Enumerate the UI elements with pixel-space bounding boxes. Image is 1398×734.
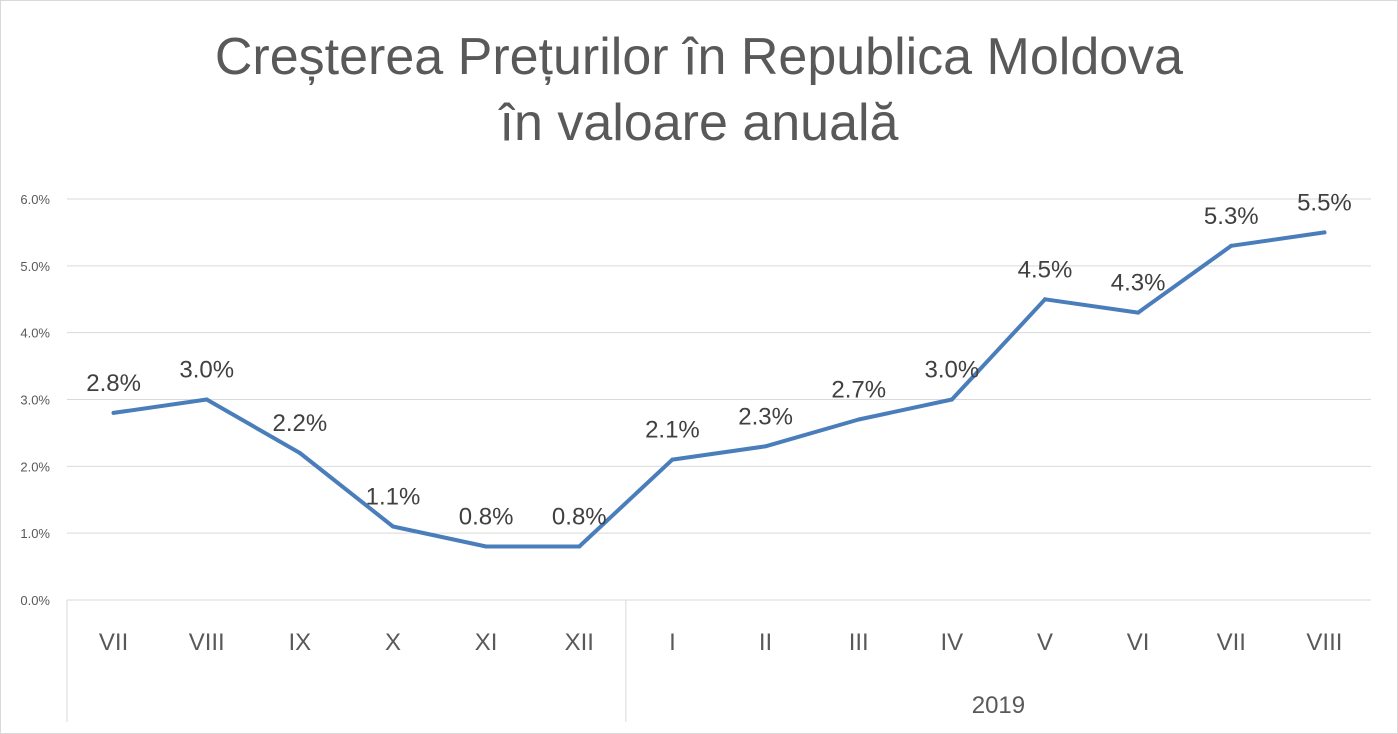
y-axis-ticks: 0.0% 1.0% 2.0% 3.0% 4.0% 5.0% 6.0% xyxy=(20,192,50,608)
data-label: 2.8% xyxy=(86,370,141,397)
data-point xyxy=(1322,230,1327,235)
x-tick-label: III xyxy=(849,629,869,656)
x-tick-label: VII xyxy=(99,629,128,656)
data-point xyxy=(949,397,954,402)
y-tick-label: 1.0% xyxy=(20,526,50,541)
data-label: 4.3% xyxy=(1111,270,1166,297)
x-tick-label: IX xyxy=(289,629,312,656)
data-point xyxy=(297,450,302,455)
x-tick-label: VIII xyxy=(1306,629,1342,656)
data-label: 3.0% xyxy=(925,357,980,384)
data-label: 2.1% xyxy=(645,417,700,444)
data-point xyxy=(111,410,116,415)
data-point xyxy=(763,444,768,449)
chart-title: Creșterea Prețurilor în Republica Moldov… xyxy=(0,24,1398,156)
data-point xyxy=(204,397,209,402)
series-line-path xyxy=(111,230,1327,549)
data-label: 5.3% xyxy=(1204,203,1259,230)
x-tick-label: XI xyxy=(475,629,498,656)
y-tick-label: 0.0% xyxy=(20,593,50,608)
y-tick-label: 4.0% xyxy=(20,326,50,341)
data-point xyxy=(1136,310,1141,315)
x-tick-label: VI xyxy=(1127,629,1150,656)
x-tick-label: II xyxy=(759,629,772,656)
x-tick-label: VII xyxy=(1217,629,1246,656)
y-tick-label: 5.0% xyxy=(20,259,50,274)
data-label: 2.7% xyxy=(831,377,886,404)
data-point xyxy=(670,457,675,462)
x-tick-label: VIII xyxy=(189,629,225,656)
data-label: 3.0% xyxy=(179,357,234,384)
x-tick-label: XII xyxy=(565,629,594,656)
x-tick-label: I xyxy=(669,629,676,656)
data-point xyxy=(484,544,489,549)
chart-title-line-2: în valoare anuală xyxy=(499,94,899,152)
data-label: 5.5% xyxy=(1297,189,1352,216)
x-group-label: 2019 xyxy=(972,692,1025,719)
data-label: 0.8% xyxy=(552,504,607,531)
x-tick-label: IV xyxy=(941,629,964,656)
data-label: 0.8% xyxy=(459,504,514,531)
data-label: 1.1% xyxy=(366,483,421,510)
y-tick-label: 6.0% xyxy=(20,192,50,207)
data-point xyxy=(391,524,395,529)
data-label: 2.3% xyxy=(738,403,793,430)
series-line xyxy=(111,230,1327,549)
data-label: 4.5% xyxy=(1018,256,1073,283)
x-tick-label: V xyxy=(1037,629,1053,656)
data-point xyxy=(577,544,582,549)
data-point xyxy=(1043,297,1047,302)
data-label: 2.2% xyxy=(273,410,328,437)
y-tick-label: 3.0% xyxy=(20,393,50,408)
x-tick-label: X xyxy=(385,629,401,656)
data-point xyxy=(1229,243,1234,248)
chart-title-line-1: Creșterea Prețurilor în Republica Moldov… xyxy=(214,28,1184,86)
data-point xyxy=(856,417,861,422)
y-tick-label: 2.0% xyxy=(20,459,50,474)
data-labels: 2.8% 3.0% 2.2% 1.1% 0.8% 0.8% 2.1% 2.3% 2.7% 3.0%… xyxy=(86,189,1352,530)
gridlines xyxy=(67,198,1371,601)
